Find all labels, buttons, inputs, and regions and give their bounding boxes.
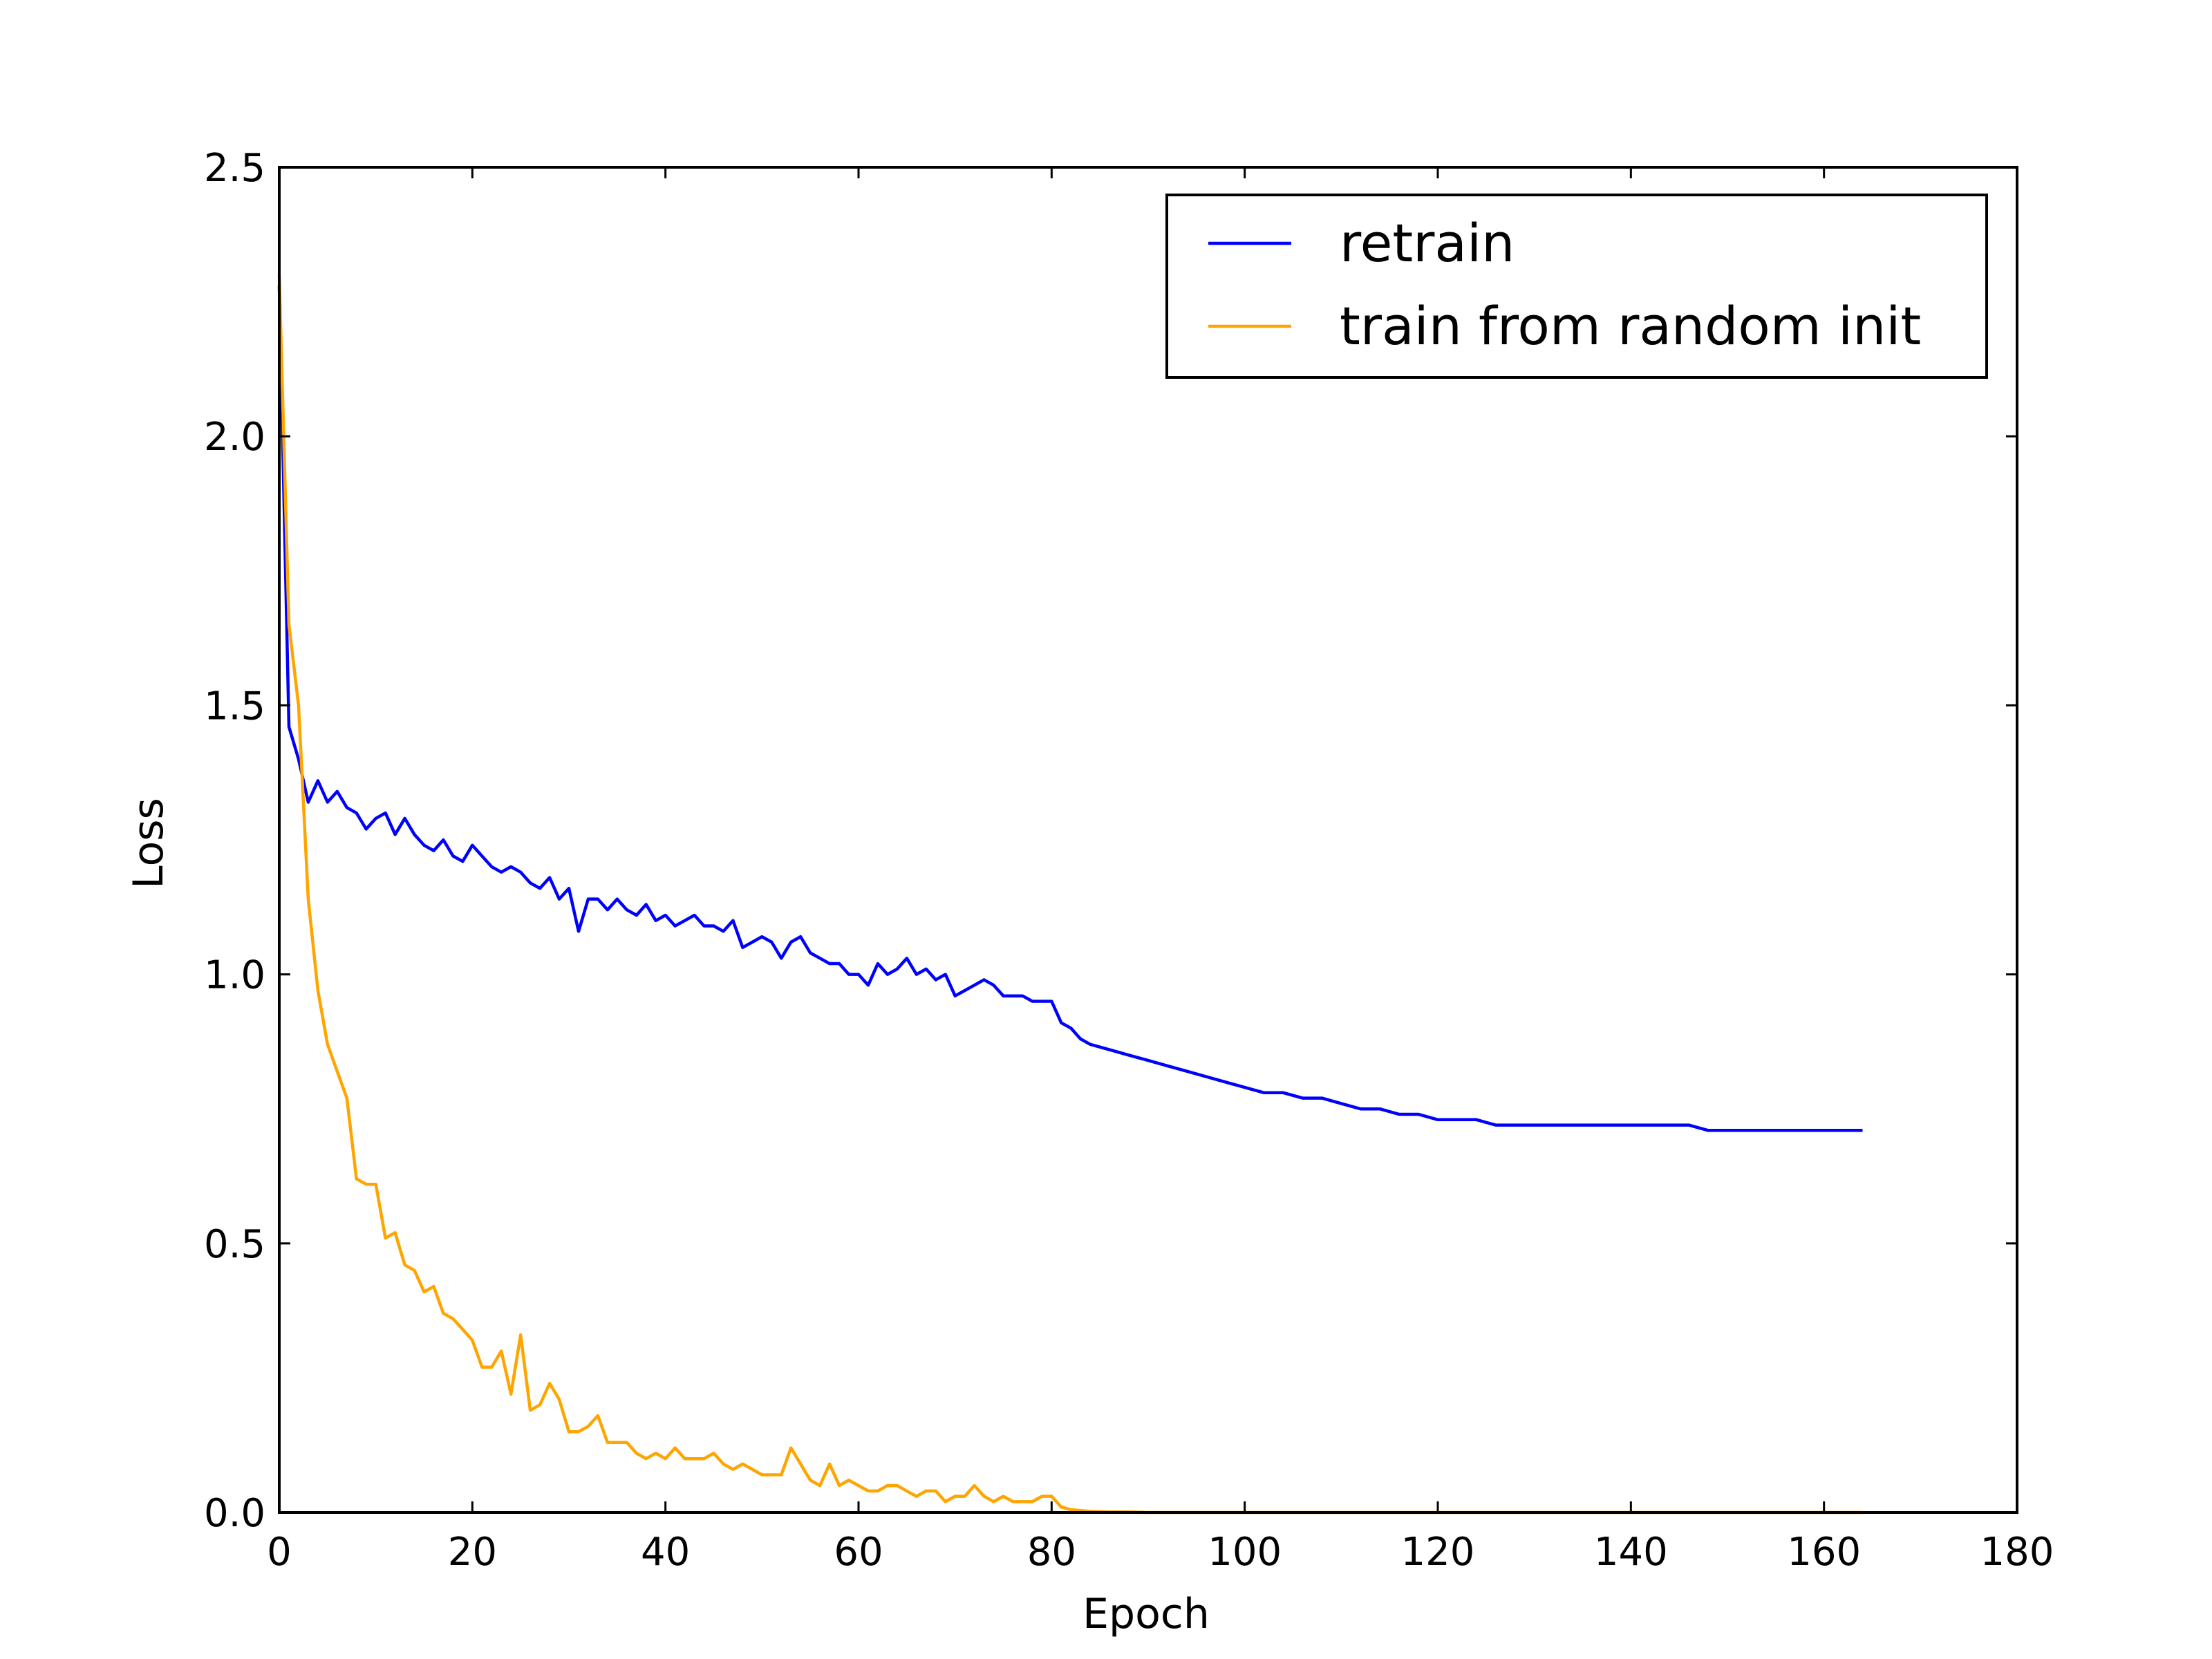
x-tick-label: 80 <box>1027 1530 1076 1575</box>
x-tick-label: 20 <box>448 1530 497 1575</box>
x-tick-label: 120 <box>1401 1530 1475 1575</box>
y-tick-label: 0.5 <box>204 1222 265 1267</box>
y-tick-label: 1.5 <box>204 684 265 729</box>
legend-box <box>1165 194 1988 379</box>
series-layer <box>277 274 1863 1515</box>
x-axis-label: Epoch <box>1082 1590 1210 1638</box>
x-tick-label: 40 <box>641 1530 690 1575</box>
series-line-0 <box>277 285 1863 1132</box>
axes-layer: 0 20 40 60 80 100 120 140 160 180 0.0 0.5 1.0 1.5 2.0 2… <box>204 146 2054 1575</box>
plot-frame <box>278 166 2018 1514</box>
x-tick-label: 160 <box>1787 1530 1861 1575</box>
x-tick-label: 0 <box>267 1530 292 1575</box>
y-axis-label: Loss <box>124 798 173 889</box>
series-line-1 <box>277 274 1863 1515</box>
legend-label-1: train from random init <box>1340 295 1921 357</box>
x-tick-label: 140 <box>1594 1530 1668 1575</box>
y-tick-label: 1.0 <box>204 953 265 998</box>
y-tick-label: 2.5 <box>204 146 265 191</box>
y-tick-label: 2.0 <box>204 415 265 460</box>
y-tick-label: 0.0 <box>204 1491 265 1536</box>
x-tick-label: 100 <box>1208 1530 1282 1575</box>
legend-label-0: retrain <box>1340 212 1515 274</box>
legend: retrain train from random init <box>1165 194 1988 379</box>
x-tick-label: 180 <box>1980 1530 2054 1575</box>
x-tick-label: 60 <box>834 1530 883 1575</box>
